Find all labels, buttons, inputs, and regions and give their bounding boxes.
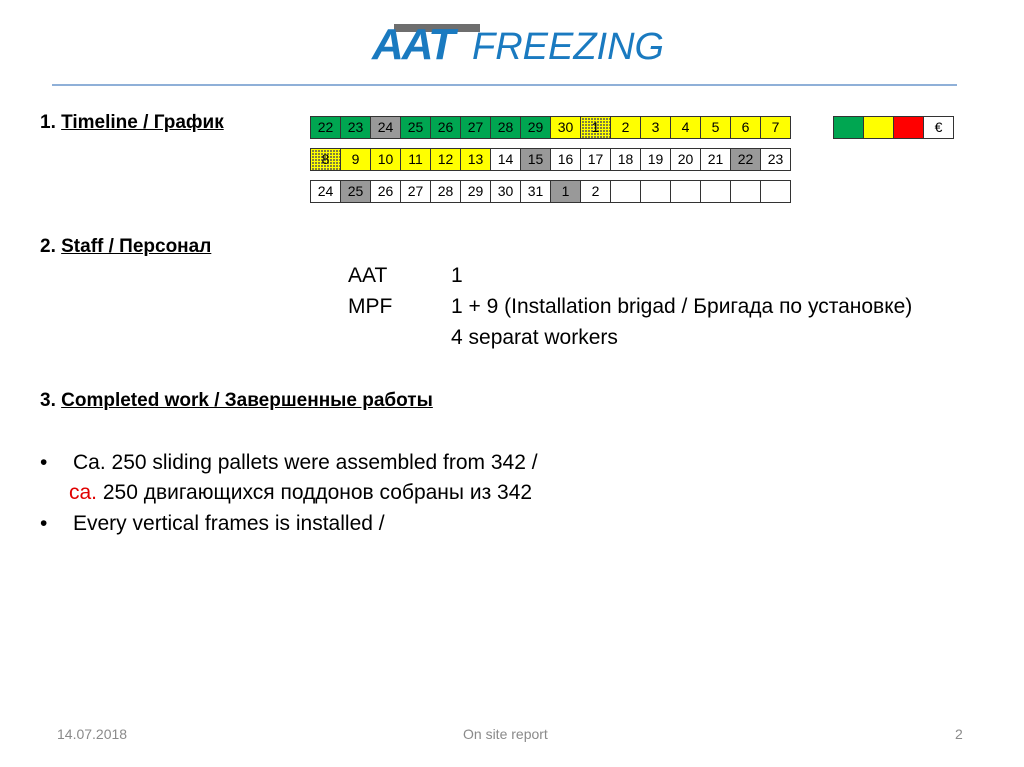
timeline-day-cell: 29 <box>460 180 491 203</box>
timeline-day-cell <box>670 180 701 203</box>
timeline-day-cell: 8 <box>310 148 341 171</box>
header-divider <box>52 84 957 86</box>
staff-aat-name: AAT <box>348 264 388 287</box>
staff-mpf-value: 1 + 9 (Installation brigad / Бригада по … <box>451 295 913 318</box>
timeline-day-cell <box>700 180 731 203</box>
timeline-row: 24 25 26 27 28 29 30 31 1 2 <box>310 180 791 203</box>
timeline-day-cell: 2 <box>610 116 641 139</box>
timeline-day-cell: 4 <box>670 116 701 139</box>
timeline-day-cell: 11 <box>400 148 431 171</box>
timeline-day-cell: 27 <box>400 180 431 203</box>
timeline-day-cell: 12 <box>430 148 461 171</box>
timeline-day-cell: 25 <box>340 180 371 203</box>
aat-freezing-logo: AAT FREEZING <box>372 12 664 72</box>
timeline-day-cell: 25 <box>400 116 431 139</box>
timeline-day-cell <box>640 180 671 203</box>
heading-timeline: 1. Timeline / График <box>40 112 224 133</box>
timeline-day-cell: 30 <box>490 180 521 203</box>
timeline-day-cell: 24 <box>310 180 341 203</box>
timeline-day-cell: 21 <box>700 148 731 171</box>
timeline-day-cell: 3 <box>640 116 671 139</box>
timeline-day-cell: 1 <box>550 180 581 203</box>
timeline-day-cell: 23 <box>340 116 371 139</box>
timeline-day-cell: 7 <box>760 116 791 139</box>
timeline-day-cell: 17 <box>580 148 611 171</box>
timeline-day-cell <box>730 180 761 203</box>
timeline-day-cell <box>760 180 791 203</box>
staff-mpf-name: MPF <box>348 295 393 318</box>
timeline-day-cell: 5 <box>700 116 731 139</box>
timeline-day-cell: 9 <box>340 148 371 171</box>
timeline-day-cell: 31 <box>520 180 551 203</box>
timeline-day-cell: 23 <box>760 148 791 171</box>
logo-bar <box>394 24 480 32</box>
timeline-row: 22 23 24 25 26 27 28 29 30 1 2 3 4 5 6 7 <box>310 116 791 139</box>
timeline-day-cell: 27 <box>460 116 491 139</box>
timeline-day-cell: 2 <box>580 180 611 203</box>
footer-page: 2 <box>955 726 963 742</box>
staff-aat-value: 1 <box>451 264 463 287</box>
timeline-day-cell: 1 <box>580 116 611 139</box>
timeline-day-cell: 22 <box>730 148 761 171</box>
logo-aat: AAT <box>372 20 455 69</box>
timeline-day-cell: 30 <box>550 116 581 139</box>
legend-swatch <box>863 116 894 139</box>
timeline-day-cell: 16 <box>550 148 581 171</box>
timeline-day-cell: 19 <box>640 148 671 171</box>
timeline-day-cell: 18 <box>610 148 641 171</box>
legend-swatch <box>893 116 924 139</box>
timeline-day-cell <box>610 180 641 203</box>
timeline-day-cell: 14 <box>490 148 521 171</box>
timeline-day-cell: 15 <box>520 148 551 171</box>
bullet-icon: • <box>40 451 48 474</box>
timeline-day-cell: 26 <box>370 180 401 203</box>
logo-freezing: FREEZING <box>472 26 665 68</box>
timeline-day-cell: 6 <box>730 116 761 139</box>
timeline-day-cell: 22 <box>310 116 341 139</box>
timeline-day-cell: 24 <box>370 116 401 139</box>
footer-title: On site report <box>463 726 548 742</box>
legend-swatch <box>833 116 864 139</box>
timeline-day-cell: 28 <box>430 180 461 203</box>
timeline-day-cell: 20 <box>670 148 701 171</box>
timeline-day-cell: 26 <box>430 116 461 139</box>
timeline-row: 8 9 10 11 12 13 14 15 16 17 18 19 20 21 22 23 <box>310 148 791 171</box>
timeline-day-cell: 10 <box>370 148 401 171</box>
heading-staff: 2. Staff / Персонал <box>40 236 212 257</box>
bullet-icon: • <box>40 512 48 535</box>
legend-swatch: € <box>923 116 954 139</box>
timeline-day-cell: 28 <box>490 116 521 139</box>
staff-extra-value: 4 separat workers <box>451 326 618 349</box>
bullet-1-en: Ca. 250 sliding pallets were assembled f… <box>73 451 538 474</box>
heading-completed: 3. Completed work / Завершенные работы <box>40 390 433 411</box>
footer-date: 14.07.2018 <box>57 726 128 742</box>
timeline-day-cell: 13 <box>460 148 491 171</box>
bullet-1-ru: ca. 250 двигающихся поддонов собраны из … <box>69 481 533 504</box>
bullet-2: Every vertical frames is installed / <box>73 512 385 535</box>
timeline-day-cell: 29 <box>520 116 551 139</box>
legend: € <box>833 116 954 139</box>
